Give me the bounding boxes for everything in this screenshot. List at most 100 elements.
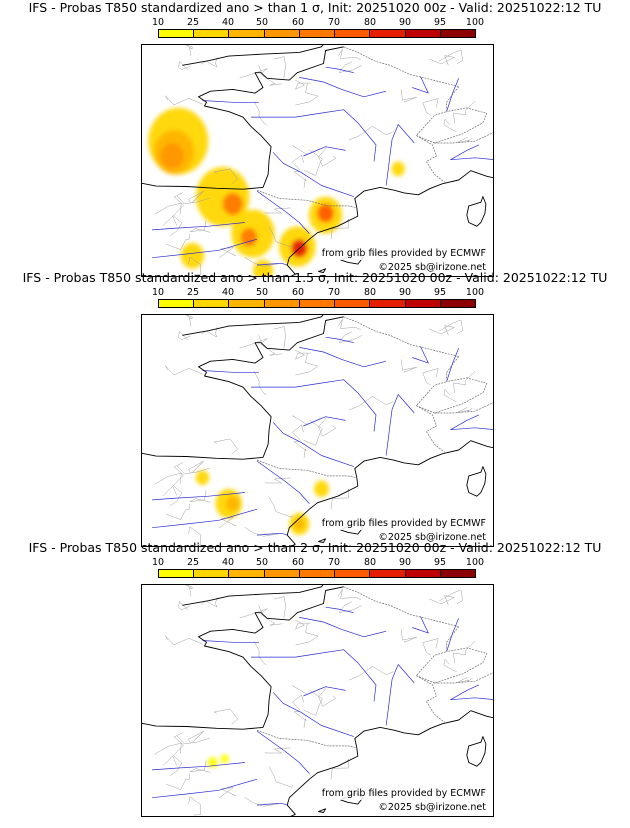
colorbar-tick-label: 40 (221, 557, 235, 568)
admin-boundary (165, 635, 203, 646)
colorbar-tick-label: 60 (291, 287, 305, 298)
colorbar-tick-label: 50 (255, 557, 269, 568)
river (303, 416, 346, 427)
colorbar-segment (405, 300, 441, 307)
admin-boundary (268, 226, 293, 248)
colorbar-segment (194, 570, 230, 577)
admin-boundary (439, 319, 463, 334)
admin-boundary (260, 73, 283, 86)
admin-boundary (318, 687, 337, 707)
coastline (182, 45, 324, 66)
admin-boundary (172, 462, 184, 496)
coastline (354, 170, 493, 208)
coastline (142, 722, 264, 730)
probability-area (160, 143, 184, 169)
country-border (415, 626, 459, 723)
admin-boundary (162, 485, 183, 506)
colorbar-segment (159, 300, 195, 307)
admin-boundary (303, 149, 323, 176)
colorbar-segment (229, 30, 265, 37)
river (450, 414, 493, 431)
river (202, 100, 259, 103)
admin-boundary (318, 417, 337, 437)
colorbar-tick-label: 100 (465, 17, 485, 28)
admin-boundary (292, 694, 304, 711)
river (299, 77, 387, 98)
admin-boundary (337, 48, 361, 60)
admin-boundary (292, 415, 321, 425)
colorbar-segment (194, 30, 230, 37)
admin-boundary (154, 742, 182, 755)
admin-boundary (189, 220, 211, 233)
admin-boundary (253, 641, 267, 665)
country-border (343, 46, 459, 87)
probability-panel-1-5sigma: IFS - Probas T850 standardized ano > tha… (0, 270, 630, 547)
admin-boundary (189, 760, 211, 773)
admin-boundary (200, 57, 218, 68)
admin-boundary (165, 365, 203, 376)
colorbar-segment (335, 30, 371, 37)
river (412, 346, 429, 364)
colorbar-tick-label: 100 (465, 287, 485, 298)
river (303, 146, 346, 157)
river (256, 262, 288, 266)
colorbar-segment (159, 30, 195, 37)
admin-boundary (200, 597, 218, 608)
coastline (354, 710, 493, 748)
island-coastline (466, 196, 487, 227)
admin-boundary (213, 438, 238, 455)
admin-boundary (295, 623, 319, 646)
coastline (198, 586, 344, 728)
river (385, 664, 415, 726)
probability-area (180, 242, 205, 269)
probability-map (142, 45, 493, 276)
colorbar-tick-label: 50 (255, 287, 269, 298)
admin-boundary (422, 638, 439, 656)
coastline (142, 182, 264, 190)
admin-boundary (178, 601, 191, 611)
colorbar-segment (229, 570, 265, 577)
admin-boundary (439, 49, 463, 64)
admin-boundary (422, 98, 439, 116)
admin-boundary (330, 218, 349, 240)
admin-boundary (443, 389, 457, 402)
river (202, 640, 259, 643)
admin-boundary (239, 605, 268, 619)
admin-boundary (188, 256, 202, 276)
colorbar-tick-label: 70 (327, 17, 341, 28)
probability-shading (195, 470, 330, 536)
colorbar-tick-label: 95 (433, 17, 447, 28)
country-border (256, 189, 357, 209)
country-border (416, 107, 488, 144)
island-coastline (318, 268, 327, 273)
panel-title: IFS - Probas T850 standardized ano > tha… (22, 270, 608, 285)
river (325, 336, 354, 344)
admin-boundary (239, 335, 268, 349)
admin-boundary (274, 326, 286, 349)
admin-boundary (318, 147, 337, 167)
admin-boundary (453, 640, 476, 664)
admin-boundary (292, 154, 304, 171)
river (256, 532, 288, 536)
river (385, 394, 415, 456)
admin-boundary (184, 585, 194, 597)
probability-area (220, 754, 229, 764)
river (250, 109, 377, 162)
admin-boundary (337, 318, 361, 330)
admin-boundary (303, 419, 323, 446)
admin-boundary (218, 517, 236, 529)
coastline (286, 207, 359, 276)
island-coastline (318, 538, 327, 543)
admin-boundary (260, 613, 283, 626)
colorbar-tick-label: 25 (186, 557, 200, 568)
admin-boundary (348, 126, 394, 141)
colorbar-segment (335, 300, 371, 307)
admin-boundary (294, 349, 311, 360)
admin-boundary (268, 766, 293, 788)
admin-boundary (239, 65, 268, 79)
admin-boundary (253, 371, 267, 395)
admin-boundary (154, 202, 182, 215)
admin-boundary (274, 56, 286, 79)
river (256, 730, 310, 774)
coastline (198, 46, 344, 188)
